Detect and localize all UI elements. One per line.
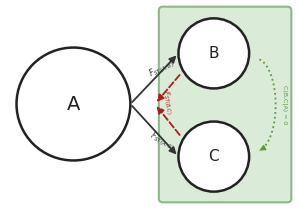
Text: A: A [67, 94, 80, 113]
Circle shape [16, 48, 130, 161]
Text: $F_{ST(A,B)}$: $F_{ST(A,B)}$ [147, 57, 177, 81]
Circle shape [178, 18, 249, 88]
Text: $F_{ST(A,C)}$: $F_{ST(A,C)}$ [147, 129, 177, 153]
FancyBboxPatch shape [159, 7, 291, 202]
Text: B: B [208, 46, 219, 61]
Text: C(B,C|A) = 0: C(B,C|A) = 0 [282, 85, 287, 125]
Circle shape [178, 122, 249, 192]
Text: $F_{ST(B,C)}$: $F_{ST(B,C)}$ [160, 89, 175, 115]
Text: C: C [208, 149, 219, 164]
